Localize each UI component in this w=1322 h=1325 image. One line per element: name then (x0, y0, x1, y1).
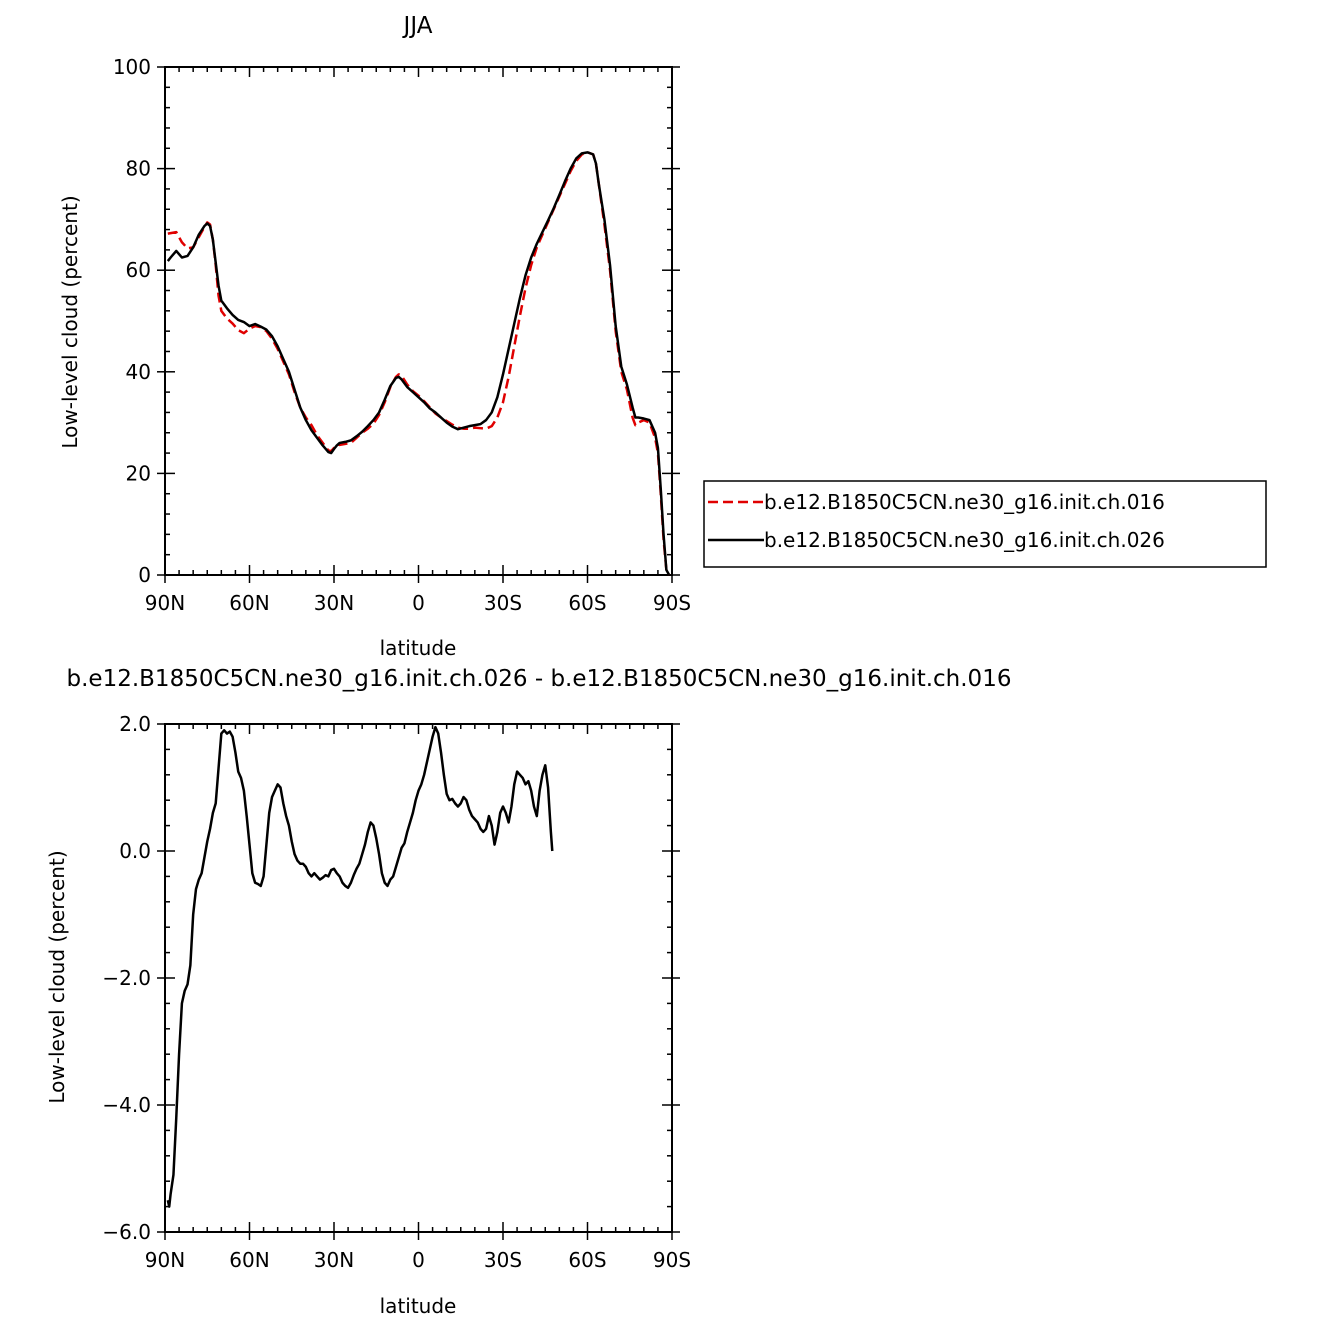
panel-top-line-chart: JJA latitude Low-level cloud (percent) 9… (58, 13, 691, 660)
x-tick-label-top: 0 (412, 591, 425, 615)
chart-title-top: JJA (402, 13, 433, 39)
chart-title-bottom: b.e12.B1850C5CN.ne30_g16.init.ch.026 - b… (67, 666, 1012, 692)
series-line-top-0 (167, 151, 671, 576)
y-tick-label-bottom: −6.0 (102, 1220, 151, 1244)
y-tick-label-bottom: −2.0 (102, 966, 151, 990)
y-tick-label-top: 20 (126, 461, 151, 485)
x-axis-label-top: latitude (380, 636, 457, 660)
y-tick-label-bottom: −4.0 (102, 1093, 151, 1117)
legend-top: b.e12.B1850C5CN.ne30_g16.init.ch.016 b.e… (703, 480, 1267, 568)
y-tick-label-bottom: 0.0 (119, 839, 151, 863)
x-tick-label-top: 30S (484, 591, 522, 615)
y-tick-label-bottom: 2.0 (119, 712, 151, 736)
x-tick-label-top: 90S (653, 591, 691, 615)
y-tick-label-top: 40 (126, 360, 151, 384)
panel-bottom-difference-chart: b.e12.B1850C5CN.ne30_g16.init.ch.026 - b… (45, 666, 1011, 1318)
plot-frame-bottom (164, 723, 673, 1233)
x-tick-label-bottom: 90N (145, 1248, 185, 1272)
legend-entry-016: b.e12.B1850C5CN.ne30_g16.init.ch.016 (764, 490, 1165, 514)
x-tick-label-bottom: 60N (229, 1248, 269, 1272)
x-tick-label-top: 30N (314, 591, 354, 615)
x-tick-label-bottom: 0 (412, 1248, 425, 1272)
legend-entry-026: b.e12.B1850C5CN.ne30_g16.init.ch.026 (764, 528, 1165, 552)
y-axis-label-bottom: Low-level cloud (percent) (45, 850, 69, 1103)
x-axis-label-bottom: latitude (380, 1294, 457, 1318)
y-tick-label-top: 0 (138, 563, 151, 587)
x-tick-label-top: 90N (145, 591, 185, 615)
series-line-top-1 (166, 151, 671, 576)
x-tick-label-top: 60N (229, 591, 269, 615)
x-tick-label-bottom: 60S (568, 1248, 606, 1272)
y-tick-label-top: 80 (126, 157, 151, 181)
series-line-bottom-0 (166, 725, 554, 1208)
y-axis-label-top: Low-level cloud (percent) (58, 195, 82, 448)
x-tick-label-bottom: 90S (653, 1248, 691, 1272)
y-tick-label-top: 60 (126, 258, 151, 282)
legend-box (703, 480, 1267, 568)
y-tick-label-top: 100 (113, 55, 151, 79)
x-tick-label-top: 60S (568, 591, 606, 615)
x-tick-label-bottom: 30S (484, 1248, 522, 1272)
x-tick-label-bottom: 30N (314, 1248, 354, 1272)
